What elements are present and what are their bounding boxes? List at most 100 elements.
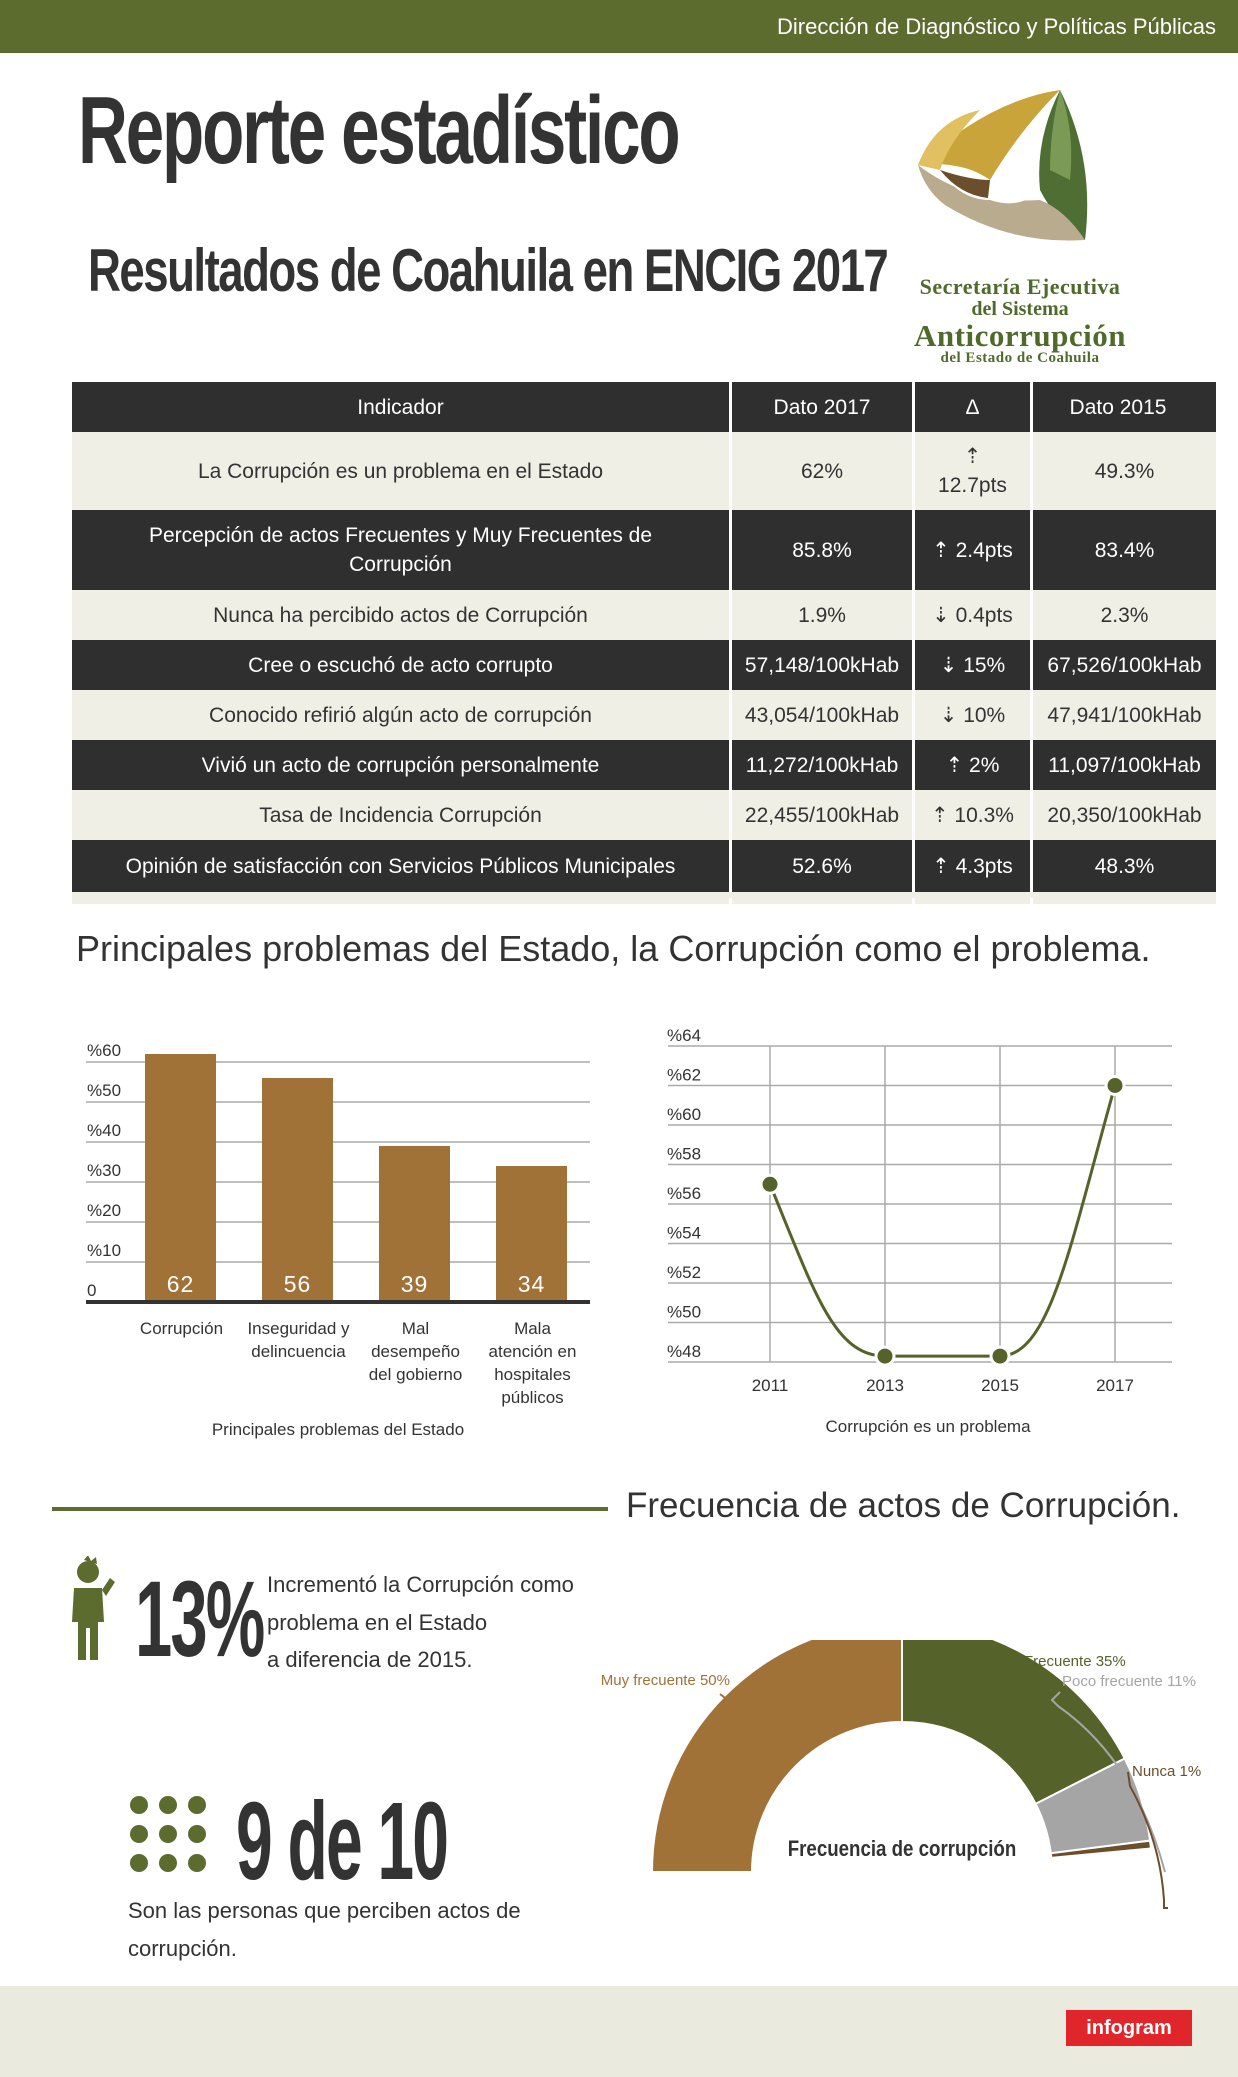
y-tick-label: %30: [87, 1161, 121, 1180]
series-line: [768, 1085, 1117, 1358]
table-row: Tasa de Incidencia Corrupción 22,455/100…: [72, 790, 1216, 840]
section-divider: [52, 1507, 608, 1511]
people-grid-icon: [130, 1796, 206, 1872]
logo-line-2: del Sistema: [971, 298, 1069, 320]
x-tick-label: Mala: [514, 1319, 551, 1338]
table-cell: 85.8%: [732, 510, 915, 590]
y-tick-label: %56: [667, 1184, 701, 1203]
y-tick-label: %40: [87, 1121, 121, 1140]
logo: Secretaría Ejecutiva del Sistema Anticor…: [860, 70, 1180, 370]
y-tick-label: %50: [667, 1303, 701, 1322]
x-axis-title: Corrupción es un problema: [825, 1417, 1031, 1436]
x-tick-label: atención en: [489, 1342, 577, 1361]
leader-line: [1018, 1671, 1035, 1703]
logo-line-1: Secretaría Ejecutiva: [919, 274, 1121, 299]
data-point: [874, 1345, 896, 1367]
x-tick-label: Inseguridad y: [247, 1319, 350, 1338]
table-cell: ⇣ 10%: [915, 690, 1033, 740]
top-bar: Dirección de Diagnóstico y Políticas Púb…: [0, 0, 1238, 53]
y-tick-label: %50: [87, 1081, 121, 1100]
x-tick-label: del gobierno: [369, 1365, 463, 1384]
header-dato-2015: Dato 2015: [1069, 395, 1167, 419]
x-tick-label: hospitales: [494, 1365, 571, 1384]
table-cell: 67,526/100kHab: [1047, 653, 1202, 677]
table-cell: 11,272/100kHab: [732, 740, 915, 790]
leader-line: [1050, 1691, 1166, 1873]
section-title-problems: Principales problemas del Estado, la Cor…: [76, 928, 1151, 969]
bar-value-label: 34: [518, 1271, 546, 1297]
page-title: Reporte estadístico: [78, 77, 681, 184]
x-tick-label: Corrupción: [140, 1319, 223, 1338]
stat1-text-line1: Incrementó la Corrupción como: [267, 1572, 574, 1597]
table-cell: 43,054/100kHab: [732, 690, 915, 740]
stat2-text-line1: Son las personas que perciben actos de: [128, 1898, 521, 1923]
x-tick-label: desempeño: [371, 1342, 460, 1361]
infogram-badge[interactable]: infogram: [1066, 2010, 1192, 2046]
footer: [0, 1986, 1238, 2077]
table-cell: ⇡ 4.3pts: [915, 840, 1033, 892]
table-row: Opinión de satisfacción con Servicios Pú…: [72, 840, 1216, 892]
y-tick-label: %64: [667, 1026, 701, 1045]
table-cell: 62%: [732, 432, 915, 510]
bar-value-label: 39: [401, 1271, 429, 1297]
donut-title: Frecuencia de corrupción: [788, 1838, 1017, 1862]
bar-chart: 0 %10 %20 %30 %40 %50 %60 62 Corrupción 56 Insegur…: [86, 1041, 590, 1439]
y-tick-label: %52: [667, 1263, 701, 1282]
table-cell: 57,148/100kHab: [732, 640, 915, 690]
y-tick-label: %48: [667, 1342, 701, 1361]
donut-slice: [650, 1640, 903, 1873]
x-axis-title: Principales problemas del Estado: [212, 1420, 464, 1439]
table-cell: ⇡ 2%: [915, 740, 1033, 790]
line-chart: %48 %50 %52 %54 %56 %58 %60 %62 %64 2011 2013 2015 2…: [667, 1026, 1172, 1436]
table-row: Nunca ha percibido actos de Corrupción 1…: [72, 590, 1216, 640]
donut-chart: Muy frecuente 50% Frecuente 35% Poco frecu…: [601, 1640, 1201, 1909]
y-tick-label: %20: [87, 1201, 121, 1220]
table-cell: Conocido refirió algún acto de corrupció…: [72, 690, 732, 740]
table-cell: 49.3%: [1094, 459, 1155, 483]
table-cell: 20,350/100kHab: [1047, 803, 1202, 827]
table-cell: ⇣ 15%: [915, 640, 1033, 690]
table-footer-strip: [72, 898, 1216, 904]
table-cell: 22,455/100kHab: [732, 790, 915, 840]
data-point: [989, 1345, 1011, 1367]
x-tick-label: 2017: [1096, 1376, 1134, 1395]
table-row: Percepción de actos Frecuentes y Muy Fre…: [72, 510, 1216, 590]
x-tick-label: públicos: [501, 1388, 563, 1407]
logo-line-3: Anticorrupción: [914, 318, 1126, 353]
bar: [145, 1054, 216, 1302]
table-cell: 48.3%: [1094, 854, 1155, 878]
page-subtitle: Resultados de Coahuila en ENCIG 2017: [88, 237, 889, 304]
table-header: Indicador Dato 2017 Δ Dato 2015: [72, 382, 1216, 432]
logo-triangle-icon: [918, 90, 1088, 241]
bar: [496, 1166, 567, 1302]
y-tick-label: %10: [87, 1241, 121, 1260]
x-tick-label: 2015: [981, 1376, 1019, 1395]
x-tick-label: 2013: [866, 1376, 904, 1395]
stat1-text-line2: problema en el Estado: [267, 1610, 488, 1635]
data-point: [1104, 1075, 1126, 1096]
table-cell: La Corrupción es un problema en el Estad…: [72, 432, 732, 510]
y-tick-label: %60: [667, 1105, 701, 1124]
slice-label: Poco frecuente 11%: [1062, 1673, 1196, 1690]
table-cell: Opinión de satisfacción con Servicios Pú…: [72, 840, 732, 892]
donut-slice: [1049, 1839, 1152, 1859]
bar: [379, 1146, 450, 1302]
bar-value-label: 62: [167, 1271, 195, 1297]
data-point: [759, 1173, 781, 1195]
table-cell: 83.4%: [1094, 538, 1155, 562]
bar-value-label: 56: [284, 1271, 312, 1297]
header-dato-2017: Dato 2017: [732, 382, 915, 432]
slice-label: Nunca 1%: [1132, 1763, 1201, 1780]
stat-13-percent: 13%: [135, 1558, 265, 1679]
table-cell: Nunca ha percibido actos de Corrupción: [72, 590, 732, 640]
table-cell: 1.9%: [732, 590, 915, 640]
table-cell: ⇡ 10.3%: [915, 790, 1033, 840]
table-cell: Tasa de Incidencia Corrupción: [72, 790, 732, 840]
table-row: Conocido refirió algún acto de corrupció…: [72, 690, 1216, 740]
stat1-text-line3: a diferencia de 2015.: [267, 1647, 473, 1672]
section-title-frequency: Frecuencia de actos de Corrupción.: [626, 1486, 1181, 1525]
logo-line-4: del Estado de Coahuila: [940, 350, 1100, 366]
table-cell: 11,097/100kHab: [1048, 753, 1201, 777]
table-cell: ⇡ 12.7pts: [915, 432, 1033, 510]
table-cell: ⇡ 2.4pts: [915, 510, 1033, 590]
